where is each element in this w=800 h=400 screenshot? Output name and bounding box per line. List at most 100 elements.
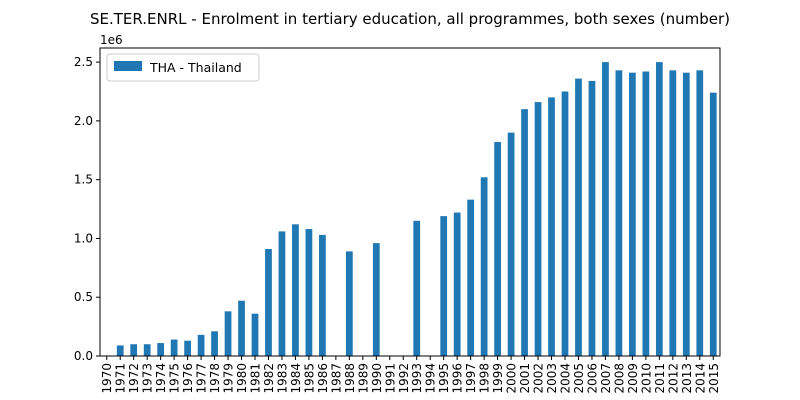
bar-2015 [709,92,717,356]
x-axis: 1970 1971 1972 1973 1974 1975 1976 1977 1978 1979… [100,356,721,394]
bar-1972 [130,344,138,356]
x-tick-label: 1990 [370,363,384,394]
bar-1977 [197,334,205,356]
x-tick-label: 1999 [491,363,505,394]
x-tick-label: 1972 [127,363,141,394]
bar-2011 [655,62,663,356]
bar-1980 [238,300,245,356]
y-tick-label: 0.0 [74,349,93,363]
x-tick-label: 2006 [585,363,599,394]
legend-label: THA - Thailand [149,60,242,75]
bar-1979 [224,311,232,356]
bar-1998 [480,177,488,356]
bar-1993 [413,220,421,356]
x-tick-label: 1974 [154,363,168,394]
x-tick-label: 1998 [478,363,492,394]
x-tick-label: 2014 [693,363,707,394]
bar-2003 [548,97,555,356]
x-tick-label: 2012 [666,363,680,394]
x-tick-label: 1985 [302,363,316,394]
x-tick-label: 2000 [505,363,519,394]
x-tick-label: 1981 [249,363,263,394]
y-axis: 0.0 0.5 1.0 1.5 2.0 2.5 [74,55,100,363]
bar-1999 [494,142,501,356]
y-axis-offset-label: 1e6 [100,33,123,47]
bar-2004 [561,91,569,356]
x-tick-label: 2004 [559,363,573,394]
bar-2007 [602,62,609,356]
x-tick-label: 1982 [262,363,276,394]
legend-swatch [114,61,142,71]
x-tick-label: 2010 [639,363,653,394]
bar-1988 [345,251,353,356]
bar-2008 [615,70,623,356]
bar-1990 [372,243,380,356]
x-tick-label: 2002 [532,363,546,394]
x-tick-label: 1973 [141,363,155,394]
bar-1983 [278,231,286,356]
x-tick-label: 1978 [208,363,222,394]
bar-1995 [440,216,448,356]
bar-1984 [292,224,299,356]
bar-1978 [211,331,218,356]
x-tick-label: 1986 [316,363,330,394]
x-tick-label: 1976 [181,363,195,394]
plot-frame [99,47,721,357]
x-tick-label: 2013 [680,363,694,394]
bar-1996 [453,212,461,356]
x-tick-label: 1979 [222,363,236,394]
y-tick-label: 0.5 [74,290,93,304]
chart-title: SE.TER.ENRL - Enrolment in tertiary educ… [90,10,730,28]
bar-1974 [157,343,165,356]
x-tick-label: 2007 [599,363,613,394]
x-tick-label: 1994 [424,363,438,394]
x-tick-label: 2003 [545,363,559,394]
bar-2012 [669,70,677,356]
bar-1975 [170,339,178,356]
bar-1971 [116,345,124,356]
x-tick-label: 1991 [383,363,397,394]
bar-1985 [305,229,313,356]
x-tick-label: 2015 [707,363,721,394]
x-tick-label: 1983 [275,363,289,394]
x-tick-label: 2005 [572,363,586,394]
x-tick-label: 1970 [100,363,114,394]
x-tick-label: 1984 [289,363,303,394]
bar-1973 [143,344,151,356]
bar-2010 [642,71,650,357]
x-tick-label: 1975 [168,363,182,394]
bar-2013 [682,72,690,357]
bar-1976 [184,340,191,356]
x-tick-label: 2011 [653,363,667,394]
bar-1986 [319,234,326,356]
x-tick-label: 1989 [356,363,370,394]
bar-2006 [588,80,596,357]
x-tick-label: 1977 [195,363,209,394]
bar-2000 [507,132,515,356]
x-tick-label: 2008 [612,363,626,394]
y-tick-label: 2.0 [74,114,93,128]
bar-2005 [575,78,582,357]
x-tick-label: 1995 [437,363,451,394]
bar-2001 [521,109,528,357]
y-tick-label: 2.5 [74,55,93,69]
x-tick-label: 1988 [343,363,357,394]
bar-1997 [467,199,475,356]
x-tick-label: 1992 [397,363,411,394]
bar-2002 [534,102,542,357]
y-tick-label: 1.5 [74,173,93,187]
x-tick-label: 1987 [329,363,343,394]
bar-1981 [251,313,259,356]
legend-box [106,53,260,82]
x-tick-label: 1997 [464,363,478,394]
bar-1982 [265,249,272,356]
x-tick-label: 2001 [518,363,532,394]
x-tick-label: 1980 [235,363,249,394]
x-tick-label: 1993 [410,363,424,394]
bar-2014 [696,70,704,356]
x-tick-label: 1996 [451,363,465,394]
x-tick-label: 1971 [114,363,128,394]
legend: THA - Thailand [106,53,260,82]
y-tick-label: 1.0 [74,231,93,245]
